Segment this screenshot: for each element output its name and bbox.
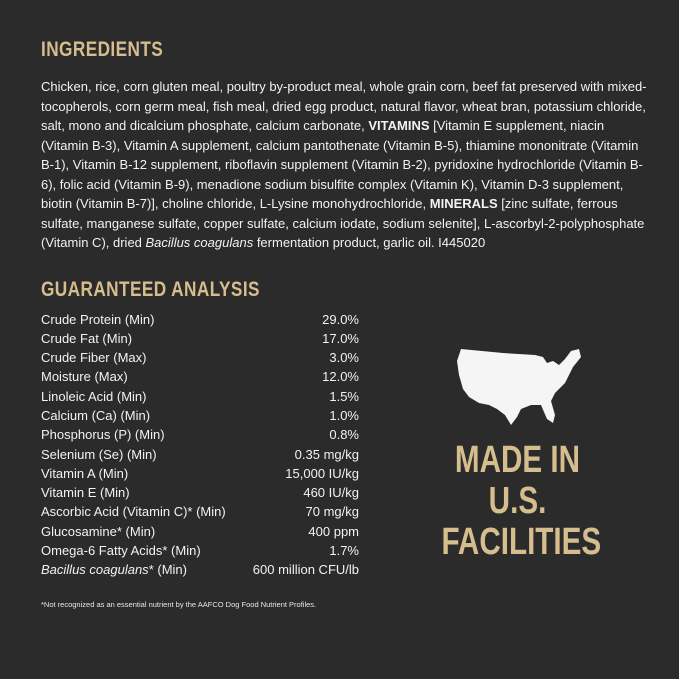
badge-line: FACILITIES	[441, 521, 602, 563]
analysis-label-text: Crude Fat (Min)	[41, 330, 133, 346]
analysis-label-text: Moisture (Max)	[41, 369, 128, 385]
analysis-value: 15,000 IU/kg	[285, 465, 359, 481]
analysis-label: Omega-6 Fatty Acids* (Min)	[41, 541, 201, 560]
analysis-row: Crude Fat (Min) 17.0%	[41, 329, 359, 348]
analysis-value: 460 IU/kg	[303, 485, 359, 501]
analysis-value: 3.0%	[329, 350, 359, 366]
analysis-label-text: Omega-6 Fatty Acids* (Min)	[41, 543, 201, 559]
analysis-row: Calcium (Ca) (Min) 1.0%	[41, 406, 359, 425]
analysis-value: 0.35 mg/kg	[294, 446, 359, 462]
badge-line: U.S.	[488, 480, 547, 522]
analysis-label-text: * (Min)	[148, 562, 187, 578]
label-column: INGREDIENTS Chicken, rice, corn gluten m…	[41, 37, 653, 610]
ingredient-text: [Vitamin E supplement, niacin (Vitamin B…	[41, 118, 643, 211]
usa-map-icon	[457, 349, 581, 425]
analysis-label-text: Calcium (Ca) (Min)	[41, 407, 151, 423]
analysis-label: Crude Fat (Min)	[41, 329, 132, 348]
analysis-label: Moisture (Max)	[41, 367, 128, 386]
analysis-label-text: Phosphorus (P) (Min)	[41, 427, 165, 443]
analysis-label: Ascorbic Acid (Vitamin C)* (Min)	[41, 502, 226, 521]
analysis-label-italic: Bacillus coagulans	[41, 562, 149, 578]
analysis-value: 1.5%	[329, 388, 359, 404]
analysis-label: Crude Protein (Min)	[41, 310, 154, 329]
analysis-row: Vitamin A (Min) 15,000 IU/kg	[41, 464, 359, 483]
analysis-row: Bacillus coagulans* (Min) 600 million CFU…	[41, 560, 359, 579]
analysis-value: 0.8%	[329, 427, 359, 443]
analysis-row: Crude Fiber (Max) 3.0%	[41, 348, 359, 367]
analysis-row: Selenium (Se) (Min) 0.35 mg/kg	[41, 445, 359, 464]
analysis-row: Crude Protein (Min) 29.0%	[41, 310, 359, 329]
analysis-label: Linoleic Acid (Min)	[41, 387, 147, 406]
ingredients-text: Chicken, rice, corn gluten meal, poultry…	[41, 77, 653, 253]
analysis-value: 29.0%	[322, 311, 359, 327]
ingredient-group-label: VITAMINS	[368, 118, 430, 133]
analysis-label: Glucosamine* (Min)	[41, 522, 155, 541]
analysis-label: Calcium (Ca) (Min)	[41, 406, 150, 425]
analysis-value: 12.0%	[322, 369, 359, 385]
ingredients-heading: INGREDIENTS	[41, 38, 164, 61]
ingredient-text: Chicken, rice, corn gluten meal, poultry…	[41, 79, 647, 133]
analysis-label-text: Linoleic Acid (Min)	[41, 388, 147, 404]
ingredient-italic: Bacillus coagulans	[145, 235, 254, 250]
analysis-label: Bacillus coagulans* (Min)	[41, 560, 187, 579]
analysis-row: Glucosamine* (Min) 400 ppm	[41, 522, 359, 541]
analysis-value: 400 ppm	[308, 523, 359, 539]
made-in-usa-badge: MADE IN U.S. FACILITIES	[441, 439, 602, 563]
badge-line: MADE IN	[454, 439, 581, 481]
analysis-label: Vitamin A (Min)	[41, 464, 128, 483]
analysis-value: 70 mg/kg	[305, 504, 359, 520]
analysis-row: Ascorbic Acid (Vitamin C)* (Min) 70 mg/kg	[41, 502, 359, 521]
analysis-row: Moisture (Max) 12.0%	[41, 367, 359, 386]
analysis-value: 1.0%	[329, 407, 359, 423]
analysis-row: Phosphorus (P) (Min) 0.8%	[41, 425, 359, 444]
analysis-label-text: Ascorbic Acid (Vitamin C)* (Min)	[41, 504, 226, 520]
guaranteed-analysis-heading: GUARANTEED ANALYSIS	[41, 277, 260, 301]
analysis-label-text: Vitamin A (Min)	[41, 465, 129, 481]
analysis-label: Phosphorus (P) (Min)	[41, 425, 165, 444]
analysis-label: Vitamin E (Min)	[41, 483, 130, 502]
analysis-label-text: Selenium (Se) (Min)	[41, 446, 157, 462]
analysis-table: Crude Protein (Min) 29.0% Crude Fat (Min) 1…	[41, 310, 359, 580]
analysis-label-text: Glucosamine* (Min)	[41, 523, 156, 539]
ingredient-text: fermentation product, garlic oil. I44502…	[253, 235, 486, 250]
analysis-row: Linoleic Acid (Min) 1.5%	[41, 387, 359, 406]
ingredient-group-label: MINERALS	[429, 196, 498, 211]
analysis-row: Omega-6 Fatty Acids* (Min) 1.7%	[41, 541, 359, 560]
analysis-label: Crude Fiber (Max)	[41, 348, 146, 367]
analysis-label: Selenium (Se) (Min)	[41, 445, 157, 464]
ingredient-text: [zinc sulfate, ferrous sulfate, manganes…	[41, 196, 645, 250]
analysis-label-text: Crude Fiber (Max)	[41, 350, 147, 366]
analysis-label-text: Vitamin E (Min)	[41, 485, 130, 501]
analysis-value: 600 million CFU/lb	[252, 562, 359, 578]
footnote: *Not recognized as an essential nutrient…	[41, 599, 317, 609]
analysis-row: Vitamin E (Min) 460 IU/kg	[41, 483, 359, 502]
analysis-value: 1.7%	[329, 543, 359, 559]
analysis-label-text: Crude Protein (Min)	[41, 311, 155, 327]
analysis-value: 17.0%	[322, 330, 359, 346]
